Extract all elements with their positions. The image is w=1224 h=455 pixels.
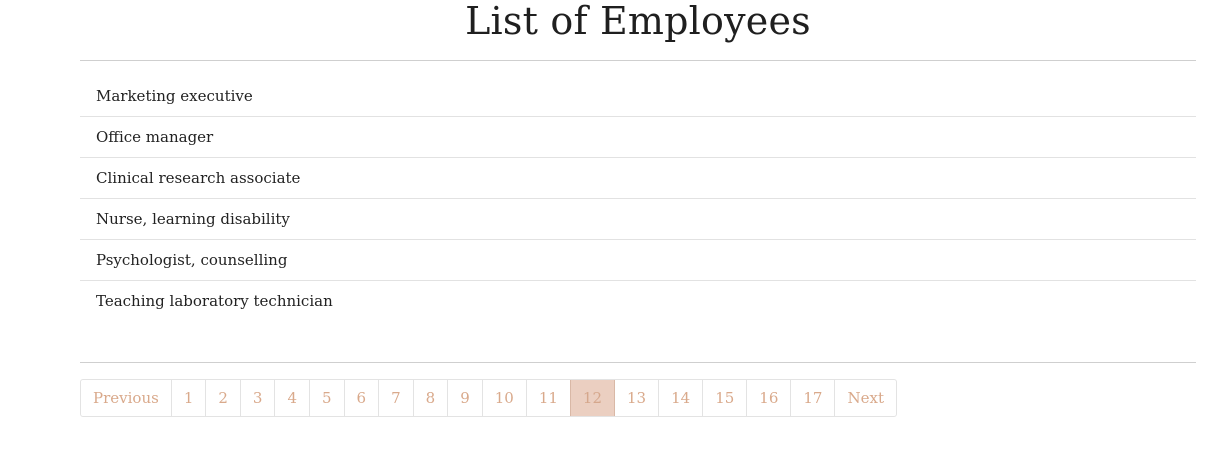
pagination-page-13[interactable]: 13	[627, 389, 647, 407]
employee-list-item: Psychologist, counselling	[80, 239, 1196, 280]
employee-list-item: Teaching laboratory technician	[80, 280, 1196, 321]
employee-list-item: Nurse, learning disability	[80, 198, 1196, 239]
pagination-page-16[interactable]: 16	[746, 380, 790, 416]
pagination-page-3[interactable]: 3	[239, 380, 275, 416]
employee-list-item: Marketing executive	[96, 87, 253, 105]
pagination-page-2[interactable]: 2	[205, 380, 240, 416]
pagination-page-4[interactable]: 4	[274, 380, 309, 416]
list-divider	[80, 362, 1196, 363]
pagination-page-8[interactable]: 8	[412, 380, 448, 416]
pagination-page-17[interactable]: 17	[790, 380, 834, 416]
employee-list: Marketing executive Office manager Clini…	[80, 76, 1196, 321]
page-title: List of Employees	[465, 0, 811, 43]
pagination-page-6[interactable]: 6	[343, 380, 379, 416]
employee-list-item: Office manager	[80, 116, 1196, 157]
pagination-page-12-current[interactable]: 12	[569, 380, 616, 416]
pagination-page-7[interactable]: 7	[378, 380, 413, 416]
pagination: Previous 1 2 3 4 5 6 7 8 9 10 11 12 13 1…	[80, 379, 897, 417]
employee-list-item: Clinical research associate	[80, 157, 1196, 198]
pagination-page-11[interactable]: 11	[525, 380, 570, 416]
pagination-previous-button[interactable]: Previous	[93, 389, 159, 407]
title-divider	[80, 60, 1196, 61]
pagination-page-14[interactable]: 14	[658, 380, 702, 416]
pagination-page-1[interactable]: 1	[170, 380, 206, 416]
pagination-page-9[interactable]: 9	[447, 380, 482, 416]
pagination-page-5[interactable]: 5	[309, 380, 344, 416]
pagination-page-15[interactable]: 15	[702, 380, 746, 416]
pagination-next-button[interactable]: Next	[834, 380, 896, 416]
pagination-page-10[interactable]: 10	[481, 380, 526, 416]
